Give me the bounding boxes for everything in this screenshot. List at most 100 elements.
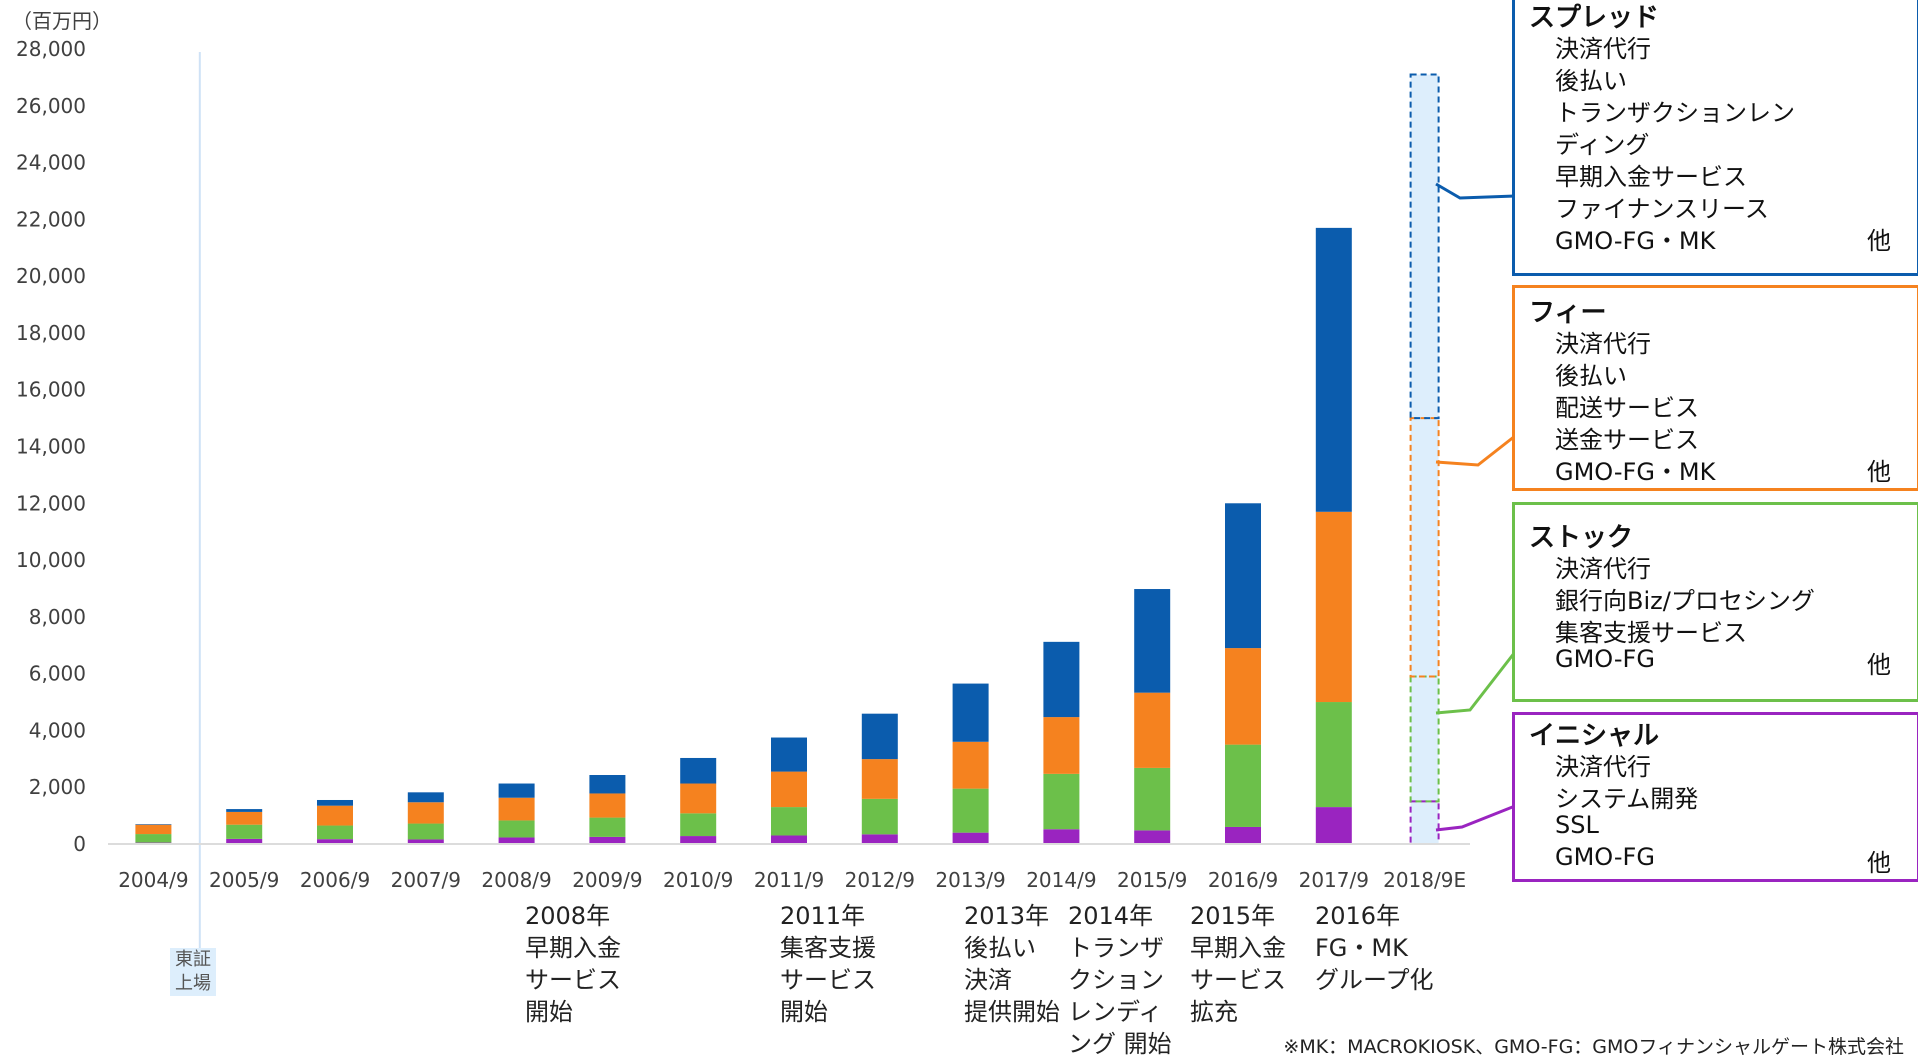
legend-fee-item: GMO-FG・MK (1555, 458, 1716, 486)
legend-connector-line (1435, 182, 1516, 200)
bar-segment (498, 797, 535, 821)
legend-spread-title: スプレッド (1529, 3, 1660, 33)
bar-segment (1225, 648, 1261, 745)
y-tick-label: 8,000 (29, 605, 86, 629)
bar-segment (952, 741, 989, 789)
x-tick-label: 2017/9 (1299, 868, 1369, 892)
legend-initial-item: 決済代行 (1555, 753, 1651, 781)
legend-spread-other: 他 (1867, 227, 1891, 255)
y-tick-label: 18,000 (16, 321, 86, 345)
legend-spread-item: 後払い (1555, 67, 1627, 95)
milestone-2008: 2008年 早期入金 サービス 開始 (525, 902, 621, 1026)
legend-initial-item: システム開発 (1555, 785, 1699, 813)
y-tick-label: 12,000 (16, 491, 86, 515)
legend-fee: フィー 決済代行 後払い 配送サービス 送金サービス GMO-FG・MK 他 (1512, 285, 1918, 491)
bar-segment (861, 713, 898, 760)
bar-segment-forecast (1409, 73, 1440, 420)
bar-segment (1225, 503, 1261, 649)
bar-segment (1315, 807, 1352, 844)
legend-spread-item: ファイナンスリース (1555, 195, 1769, 223)
bar-segment (1043, 829, 1080, 844)
legend-initial-title: イニシャル (1529, 721, 1660, 751)
legend-fee-item: 配送サービス (1555, 394, 1699, 422)
bar-segment (589, 817, 626, 837)
legend-initial: イニシャル 決済代行 システム開発 SSL GMO-FG 他 (1512, 712, 1918, 882)
bar-segment (680, 783, 717, 814)
legend-spread-item: 早期入金サービス (1555, 163, 1747, 191)
bar-segment (317, 839, 353, 844)
bar-segment (1225, 744, 1261, 827)
legend-stock-title: ストック (1529, 523, 1634, 553)
bar-segment (589, 836, 626, 844)
bar-segment (1134, 830, 1171, 844)
legend-fee-item: 決済代行 (1555, 330, 1651, 358)
y-tick-label: 16,000 (16, 378, 86, 402)
legend-connector-line (1435, 804, 1516, 832)
bar-segment (1043, 641, 1080, 718)
x-tick-label: 2015/9 (1117, 868, 1187, 892)
bar-segment (952, 788, 989, 833)
bar-segment (589, 775, 626, 794)
legend-initial-item: GMO-FG (1555, 843, 1655, 871)
legend-initial-item: SSL (1555, 811, 1599, 839)
bar-segment (407, 839, 444, 844)
bar-segment (861, 798, 898, 835)
bar-segment (771, 771, 807, 808)
bar-segment (498, 820, 535, 838)
x-tick-label: 2018/9E (1383, 868, 1466, 892)
legend-initial-other: 他 (1867, 849, 1891, 877)
bar-segment (861, 759, 898, 799)
y-tick-label: 24,000 (16, 151, 86, 175)
y-tick-label: 2,000 (29, 775, 86, 799)
legend-spread-item: 決済代行 (1555, 35, 1651, 63)
bar-segment (1225, 826, 1261, 844)
x-tick-label: 2016/9 (1208, 868, 1278, 892)
x-tick-label: 2007/9 (391, 868, 461, 892)
bar-segment (135, 824, 172, 835)
legend-spread-item: ディング (1555, 131, 1650, 159)
legend-stock-item: 決済代行 (1555, 555, 1651, 583)
x-tick-label: 2009/9 (572, 868, 642, 892)
x-tick-label: 2014/9 (1026, 868, 1096, 892)
bar-segment (680, 757, 717, 784)
legend-stock-item: 集客支援サービス (1555, 619, 1747, 647)
bar-segment (680, 836, 717, 844)
y-tick-label: 10,000 (16, 548, 86, 572)
y-axis-unit: （百万円） (12, 9, 112, 33)
x-tick-label: 2006/9 (300, 868, 370, 892)
bar-segment (226, 824, 263, 839)
bar-segment (135, 834, 172, 843)
bar-segment (226, 811, 263, 825)
y-tick-label: 4,000 (29, 718, 86, 742)
bar-segment (771, 807, 807, 836)
bar-segment (680, 813, 717, 837)
bar-segment (952, 683, 989, 742)
footnote: ※MK：MACROKIOSK、GMO-FG：GMOフィナンシャルゲート株式会社 (1283, 1036, 1904, 1058)
y-tick-label: 20,000 (16, 264, 86, 288)
milestone-2011: 2011年 集客支援 サービス 開始 (780, 902, 876, 1026)
bar-segment (1315, 511, 1352, 703)
y-tick-label: 28,000 (16, 37, 86, 61)
milestone-2016: 2016年 FG・MK グループ化 (1315, 902, 1434, 994)
legend-stock-item: GMO-FG (1555, 645, 1655, 673)
bar-segment (1043, 717, 1080, 774)
bar-segment (1134, 767, 1171, 831)
legend-fee-item: 送金サービス (1555, 426, 1699, 454)
x-tick-label: 2011/9 (754, 868, 824, 892)
forecast-backdrop (1410, 74, 1439, 844)
bar-segment (407, 792, 444, 803)
bar-segment (226, 838, 263, 844)
bar-segment (407, 802, 444, 824)
bar-segment (407, 823, 444, 840)
bar-segment (135, 824, 172, 825)
bar-segment (498, 783, 535, 798)
legend-spread: スプレッド 決済代行 後払い トランザクションレン ディング 早期入金サービス … (1512, 0, 1918, 276)
milestone-2014: 2014年 トランザ クション レンディ ング 開始 (1068, 902, 1172, 1058)
legend-spread-item: トランザクションレン (1555, 99, 1795, 127)
bar-segment (861, 834, 898, 844)
y-tick-label: 22,000 (16, 207, 86, 231)
milestone-2013: 2013年 後払い 決済 提供開始 (964, 902, 1060, 1026)
bar-segment (1043, 773, 1080, 830)
x-tick-label: 2004/9 (118, 868, 188, 892)
